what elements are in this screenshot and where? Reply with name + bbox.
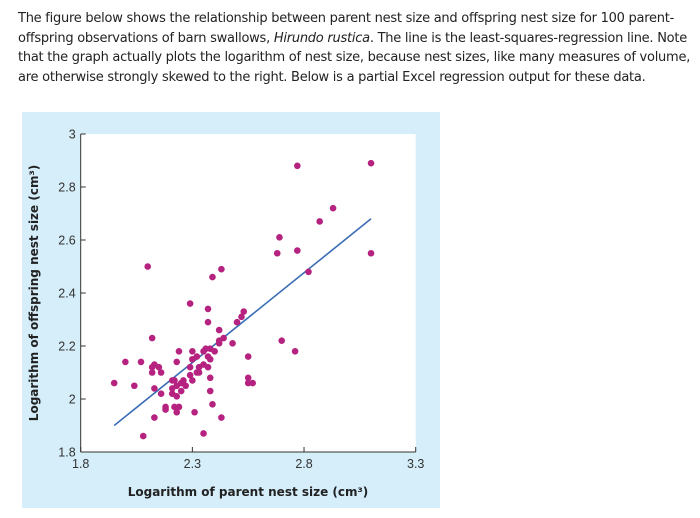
tick-labels: 1.8 2.3 2.8 3.3 1.8 2 2.2 2.4 2.6 2.8 3	[58, 128, 424, 472]
data-point	[244, 374, 252, 382]
data-point	[157, 369, 165, 376]
data-point	[206, 355, 214, 363]
intro-line-3: that the graph actually plots the logari…	[18, 50, 691, 65]
data-point	[175, 403, 183, 411]
data-point	[206, 387, 214, 395]
y-tick-label: 2.4	[58, 287, 75, 301]
data-point	[229, 340, 236, 347]
data-point	[233, 318, 241, 326]
data-point	[278, 337, 286, 344]
regression-line	[113, 218, 372, 427]
scatter-plot: 1.8 2.3 2.8 3.3 1.8 2 2.2 2.4 2.6 2.8 3 Logarithm …	[27, 128, 424, 500]
data-point	[195, 369, 203, 376]
intro-line-2a: offspring observations of barn swallows,	[18, 30, 274, 46]
data-point	[162, 406, 169, 413]
data-point	[139, 432, 147, 440]
y-tick-label: 1.8	[58, 446, 75, 460]
data-point	[171, 377, 178, 384]
y-tick-label: 2.6	[58, 234, 75, 248]
data-point	[329, 204, 337, 212]
data-point	[182, 382, 189, 390]
data-point	[173, 393, 181, 400]
x-tick-label: 2.8	[295, 457, 312, 471]
data-point	[211, 348, 218, 355]
data-point	[218, 414, 225, 421]
data-point	[137, 358, 145, 366]
y-axis-label: Logarithm of offspring nest size (cm³)	[27, 165, 41, 421]
data-point	[189, 377, 196, 384]
data-point	[276, 234, 283, 241]
intro-line-2: offspring observations of barn swallows,…	[18, 29, 698, 49]
data-point	[206, 374, 214, 382]
chart-panel: 1.8 2.3 2.8 3.3 1.8 2 2.2 2.4 2.6 2.8 3 Logarithm …	[22, 112, 440, 508]
data-point	[240, 308, 248, 315]
data-point	[238, 313, 245, 321]
intro-line-2b: . The line is the least-squares-regressi…	[369, 30, 687, 46]
y-tick-label: 2.8	[58, 181, 75, 195]
data-point	[249, 379, 256, 387]
data-point	[193, 353, 201, 360]
y-tick-label: 2.2	[58, 340, 75, 354]
data-point	[204, 318, 212, 326]
data-point	[177, 387, 185, 395]
data-point	[122, 358, 129, 366]
data-point	[200, 430, 207, 437]
intro-paragraph: The figure below shows the relationship …	[18, 9, 698, 87]
data-point	[220, 334, 227, 342]
y-tick-label: 2	[69, 393, 76, 407]
data-point	[204, 363, 212, 371]
data-point	[186, 371, 194, 379]
data-point	[110, 379, 118, 387]
data-point	[173, 408, 181, 416]
x-tick-label: 2.3	[184, 457, 201, 471]
data-point	[173, 358, 181, 366]
data-point	[209, 401, 216, 408]
data-point	[244, 353, 252, 360]
data-point	[148, 369, 156, 376]
data-point	[151, 385, 158, 392]
data-point	[305, 268, 312, 276]
data-point	[148, 334, 156, 342]
data-point	[131, 382, 138, 390]
data-point	[180, 377, 187, 384]
x-tick-label: 3.3	[407, 457, 424, 471]
data-point	[189, 348, 196, 355]
data-point	[294, 247, 301, 254]
data-point	[155, 363, 163, 371]
intro-line-1: The figure below shows the relationship …	[18, 11, 675, 26]
data-point	[316, 218, 323, 225]
data-points	[110, 159, 375, 440]
data-point	[367, 249, 375, 257]
data-point	[175, 348, 183, 355]
plot-area	[80, 134, 416, 452]
data-point	[204, 305, 212, 313]
data-point	[367, 159, 375, 167]
data-point	[157, 390, 165, 398]
axes	[80, 133, 417, 453]
data-point	[144, 263, 151, 270]
data-point	[215, 326, 223, 334]
data-point	[273, 249, 281, 257]
x-axis-label: Logarithm of parent nest size (cm³)	[128, 485, 369, 499]
data-point	[294, 162, 301, 170]
data-point	[191, 408, 198, 416]
y-tick-label: 3	[69, 128, 76, 142]
data-point	[218, 265, 225, 273]
species-name: Hirundo rustica	[273, 30, 370, 46]
data-point	[291, 348, 299, 355]
data-point	[186, 300, 194, 307]
data-point	[209, 273, 216, 281]
data-point	[151, 414, 158, 421]
x-tick-label: 1.8	[72, 457, 89, 471]
data-point	[186, 363, 194, 371]
intro-line-4: are otherwise strongly skewed to the rig…	[18, 69, 646, 85]
